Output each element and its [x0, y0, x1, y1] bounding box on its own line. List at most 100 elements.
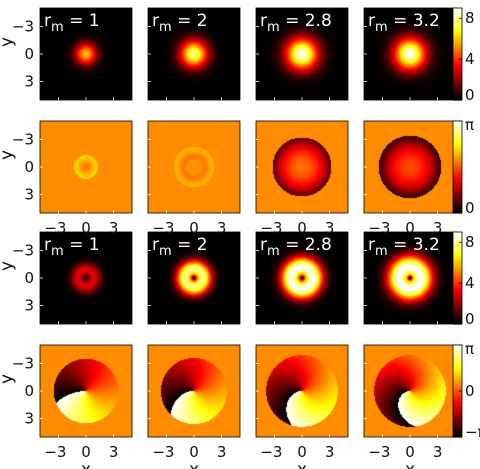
panel-label: rm = 2 [152, 11, 208, 35]
colorbar-swatch [453, 165, 462, 168]
x-tick-label: 3 [109, 219, 119, 237]
colorbar-swatch [453, 129, 462, 132]
colorbar-swatch [453, 254, 462, 257]
colorbar-swatch [453, 143, 462, 146]
colorbar-swatch [453, 347, 462, 350]
colorbar-swatch [453, 159, 462, 162]
colorbar-swatch [453, 387, 462, 390]
colorbar-tick-label: 0 [465, 199, 475, 217]
colorbar-swatch [453, 171, 462, 174]
colorbar-swatch [453, 417, 462, 420]
x-axis-label: x [189, 460, 199, 469]
colorbar-swatch [453, 90, 462, 93]
panel-label: rm = 2.8 [260, 235, 332, 259]
colorbar-swatch [453, 258, 462, 261]
x-tick-label: 3 [217, 443, 227, 461]
colorbar-swatch [453, 26, 462, 29]
colorbar-swatch [453, 288, 462, 291]
colorbar-swatch [453, 278, 462, 281]
colorbar-swatch [453, 38, 462, 41]
colorbar-swatch [453, 381, 462, 384]
colorbar-swatch [453, 42, 462, 45]
x-tick-label: −3 [260, 219, 282, 237]
colorbar-tick-label: 8 [465, 9, 475, 27]
colorbar-swatch [453, 310, 462, 313]
field-map [148, 8, 240, 100]
x-axis-label: x [405, 460, 415, 469]
colorbar-swatch [453, 425, 462, 428]
field-map [364, 121, 456, 213]
colorbar-swatch [453, 411, 462, 414]
colorbar-swatch [453, 28, 462, 31]
panel-label: rm = 1 [44, 235, 100, 259]
colorbar-swatch [453, 353, 462, 356]
colorbar-swatch [453, 292, 462, 295]
colorbar-swatch [453, 175, 462, 178]
y-axis-label: y [0, 374, 17, 384]
colorbar-swatch [453, 391, 462, 394]
y-tick-label: −3 [12, 354, 34, 372]
colorbar-swatch [453, 256, 462, 259]
colorbar-swatch [453, 345, 462, 348]
colorbar-swatch [453, 308, 462, 311]
colorbar-swatch [453, 48, 462, 51]
field-map [40, 232, 132, 324]
colorbar-swatch [453, 80, 462, 83]
colorbar-tick-label: π [465, 116, 474, 134]
colorbar-swatch [453, 24, 462, 27]
colorbar-swatch [453, 355, 462, 358]
colorbar-swatch [453, 157, 462, 160]
x-tick-label: 3 [325, 443, 335, 461]
colorbar-swatch [453, 8, 462, 11]
colorbar-swatch [453, 270, 462, 273]
x-tick-label: 0 [81, 443, 91, 461]
y-tick-label: 0 [24, 382, 34, 400]
colorbar-swatch [453, 373, 462, 376]
colorbar-tick-label: 4 [465, 274, 475, 292]
colorbar-swatch [453, 415, 462, 418]
colorbar-tick-label: 8 [465, 233, 475, 251]
colorbar-swatch [453, 286, 462, 289]
colorbar-swatch [453, 161, 462, 164]
colorbar-swatch [453, 274, 462, 277]
colorbar-swatch [453, 78, 462, 81]
colorbar-swatch [453, 250, 462, 253]
colorbar-swatch [453, 421, 462, 424]
field-map [148, 232, 240, 324]
colorbar-tick-label: 0 [465, 310, 475, 328]
colorbar-swatch [453, 127, 462, 130]
panel-r1-c4: rm = 3.2 [363, 7, 457, 101]
colorbar-swatch [453, 50, 462, 53]
y-tick-label: 3 [24, 410, 34, 428]
colorbar-swatch [453, 147, 462, 150]
colorbar-swatch [453, 36, 462, 39]
colorbar-swatch [453, 431, 462, 434]
colorbar-swatch [453, 137, 462, 140]
colorbar-tick-label: π [465, 340, 474, 358]
colorbar-swatch [453, 62, 462, 65]
colorbar-swatch [453, 10, 462, 13]
colorbar-swatch [453, 322, 462, 325]
colorbar-swatch [453, 264, 462, 267]
colorbar-swatch [453, 60, 462, 63]
x-tick-label: 0 [405, 219, 415, 237]
colorbar-swatch [453, 52, 462, 55]
x-axis-label: x [297, 460, 307, 469]
colorbar-swatch [453, 98, 462, 101]
colorbar-swatch [453, 86, 462, 89]
colorbar-swatch [453, 316, 462, 319]
y-tick-label: −3 [12, 130, 34, 148]
panel-r3-c1: rm = 1 [39, 231, 133, 325]
y-tick-label: 0 [24, 158, 34, 176]
colorbar-swatch [453, 92, 462, 95]
y-axis-label: y [0, 37, 17, 47]
colorbar-swatch [453, 30, 462, 33]
colorbar-swatch [453, 282, 462, 285]
colorbar-swatch [453, 189, 462, 192]
colorbar-swatch [453, 96, 462, 99]
colorbar-swatch [453, 207, 462, 210]
panel-label: rm = 1 [44, 11, 100, 35]
field-map [148, 121, 240, 213]
colorbar-swatch [453, 191, 462, 194]
colorbar-swatch [453, 266, 462, 269]
